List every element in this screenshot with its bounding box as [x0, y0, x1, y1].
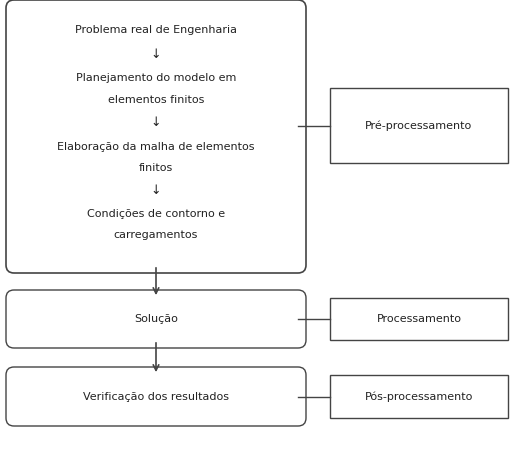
Text: Planejamento do modelo em: Planejamento do modelo em [76, 73, 236, 83]
FancyBboxPatch shape [330, 88, 508, 163]
Text: carregamentos: carregamentos [114, 230, 198, 240]
Text: ↓: ↓ [151, 48, 161, 62]
FancyBboxPatch shape [6, 367, 306, 426]
FancyBboxPatch shape [330, 298, 508, 340]
Text: Processamento: Processamento [376, 314, 462, 324]
FancyBboxPatch shape [330, 375, 508, 418]
Text: Pós-processamento: Pós-processamento [365, 391, 473, 402]
Text: ↓: ↓ [151, 183, 161, 197]
Text: finitos: finitos [139, 163, 173, 173]
FancyBboxPatch shape [6, 0, 306, 273]
Text: Solução: Solução [134, 314, 178, 324]
Text: Elaboração da malha de elementos: Elaboração da malha de elementos [57, 142, 255, 152]
Text: Problema real de Engenharia: Problema real de Engenharia [75, 25, 237, 35]
Text: Pré-processamento: Pré-processamento [366, 120, 473, 131]
Text: ↓: ↓ [151, 116, 161, 130]
FancyBboxPatch shape [6, 290, 306, 348]
Text: elementos finitos: elementos finitos [108, 95, 204, 105]
Text: Condições de contorno e: Condições de contorno e [87, 209, 225, 219]
Text: Verificação dos resultados: Verificação dos resultados [83, 391, 229, 401]
